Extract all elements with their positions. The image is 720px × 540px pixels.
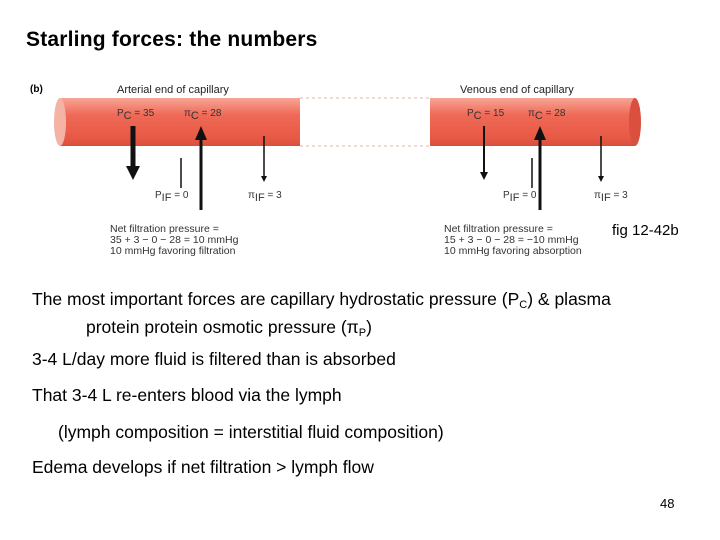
arterial-net-filtration: Net filtration pressure = 35 + 3 − 0 − 2… — [110, 223, 239, 257]
venous-piif-arrow — [598, 136, 604, 182]
page-number: 48 — [660, 496, 675, 511]
arterial-pif-label: PIF = 0 — [155, 190, 189, 204]
arterial-pic-label: πC = 28 — [184, 108, 222, 122]
arterial-vessel-end — [54, 98, 66, 146]
arterial-heading: Arterial end of capillary — [117, 84, 229, 96]
venous-piif-label: πIF = 3 — [594, 190, 628, 204]
slide-title: Starling forces: the numbers — [26, 28, 318, 51]
venous-pc-label: PC = 15 — [467, 108, 505, 122]
arterial-piif-arrow — [261, 136, 267, 182]
arterial-pc-arrow — [126, 126, 140, 180]
venous-heading: Venous end of capillary — [460, 84, 574, 96]
arterial-pic-arrow — [195, 126, 207, 210]
venous-vessel — [430, 98, 635, 146]
bullet-edema: Edema develops if net filtration > lymph… — [32, 457, 374, 477]
bullet-lymph-composition: (lymph composition = interstitial fluid … — [58, 422, 444, 442]
arterial-piif-label: πIF = 3 — [248, 190, 282, 204]
bullet-filtered-volume: 3-4 L/day more fluid is filtered than is… — [32, 349, 396, 369]
venous-pif-label: PIF = 0 — [503, 190, 537, 204]
venous-vessel-end — [629, 98, 641, 146]
venous-pic-label: πC = 28 — [528, 108, 566, 122]
figure-reference: fig 12-42b — [612, 222, 679, 239]
figure-panel-label: (b) — [30, 84, 43, 95]
bullet-starling-forces: The most important forces are capillary … — [32, 289, 611, 339]
arterial-pc-label: PC = 35 — [117, 108, 155, 122]
capillary-diagram — [54, 97, 641, 210]
venous-pic-arrow — [534, 126, 546, 210]
venous-net-filtration: Net filtration pressure = 15 + 3 − 0 − 2… — [444, 223, 582, 257]
venous-pc-arrow — [480, 126, 488, 180]
arterial-vessel — [60, 98, 300, 146]
bullet-lymph-return: That 3-4 L re-enters blood via the lymph — [32, 385, 342, 405]
